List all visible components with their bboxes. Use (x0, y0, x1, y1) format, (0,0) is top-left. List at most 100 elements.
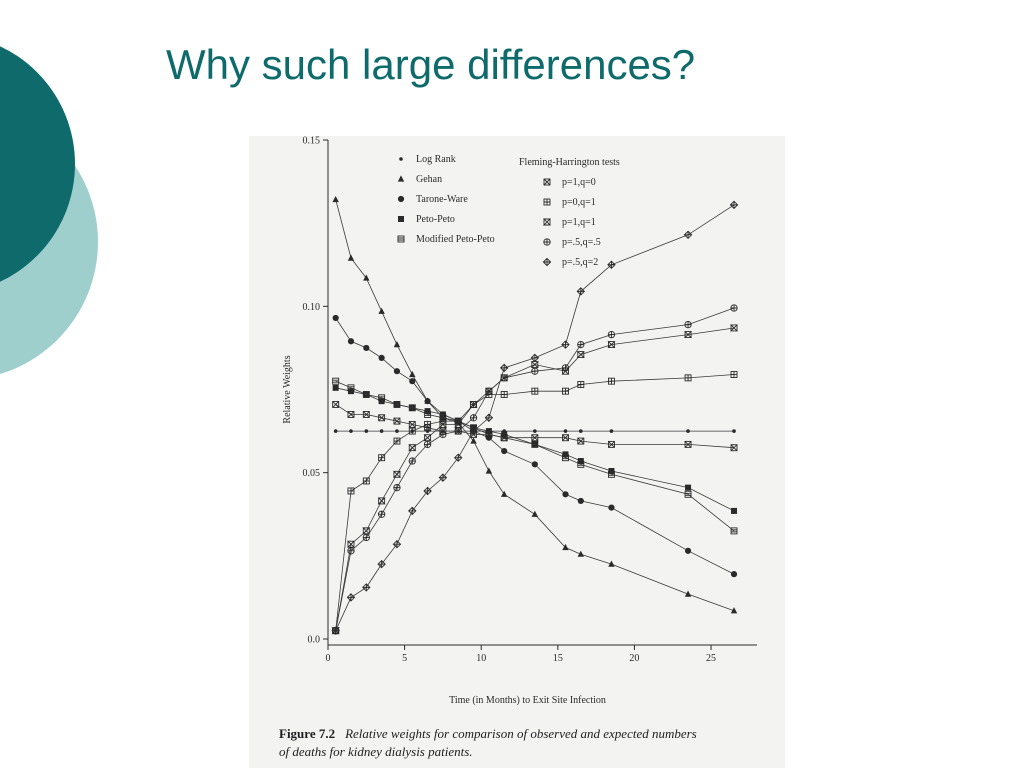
legend-label: p=.5,q=2 (562, 257, 598, 268)
data-point (730, 444, 738, 452)
data-point (730, 371, 738, 378)
data-point (609, 429, 614, 433)
data-point (531, 510, 539, 517)
legend-label: p=0,q=1 (562, 197, 596, 208)
data-point (561, 364, 570, 372)
data-point (500, 434, 508, 442)
data-point (332, 384, 339, 391)
legend-label: p=1,q=1 (562, 217, 596, 228)
data-point (485, 467, 493, 474)
data-point (378, 414, 386, 422)
legend-marker (542, 257, 552, 267)
data-point (683, 331, 693, 339)
series-line (335, 204, 735, 631)
x-axis-title: Time (in Months) to Exit Site Infection (449, 695, 606, 706)
data-point (364, 429, 369, 433)
data-point (530, 361, 539, 369)
series-4 (332, 377, 738, 535)
data-point (424, 420, 432, 428)
data-point (347, 254, 355, 261)
data-point (531, 367, 539, 375)
data-point (439, 430, 447, 439)
series-0 (333, 429, 736, 433)
data-point (576, 287, 586, 296)
legend-marker (397, 235, 405, 243)
data-point (730, 527, 738, 535)
series-line (335, 307, 735, 631)
data-point (424, 398, 431, 405)
data-point (577, 497, 584, 505)
data-point (731, 507, 738, 514)
data-point (362, 391, 370, 398)
data-point (332, 195, 339, 203)
data-point (729, 200, 739, 210)
data-point (363, 344, 370, 352)
data-point (333, 429, 338, 433)
data-point (363, 274, 370, 281)
legend-label: p=.5,q=.5 (562, 237, 601, 248)
data-point (531, 434, 539, 442)
data-point (485, 430, 493, 438)
data-point (454, 427, 462, 435)
data-point (469, 401, 478, 408)
data-point (577, 550, 585, 557)
legend-marker (543, 178, 551, 186)
data-point (395, 429, 399, 433)
data-point (684, 374, 692, 382)
legend-marker (397, 175, 405, 182)
x-tick-label: 20 (629, 653, 639, 664)
data-point (347, 487, 355, 495)
chart: 0.0 0.05 0.10 0.15 0 5 10 15 20 25 Time (in Months… (282, 136, 757, 706)
data-point (531, 440, 539, 448)
data-point (562, 434, 569, 442)
legend-marker (398, 216, 404, 222)
data-point (424, 411, 432, 418)
data-point (331, 626, 340, 635)
legend-marker (399, 157, 403, 161)
data-point (531, 387, 539, 395)
series-1 (332, 195, 738, 614)
legend-label: Tarone-Ware (416, 194, 468, 205)
data-point (454, 420, 463, 428)
data-point (362, 533, 370, 542)
data-point (332, 401, 340, 408)
data-point (377, 510, 386, 518)
data-point (732, 429, 736, 433)
data-point (562, 543, 569, 551)
figure-caption-line-1: Figure 7.2 Relative weights for compariso… (279, 726, 779, 742)
data-point (607, 470, 615, 478)
data-point (362, 411, 370, 418)
data-point (684, 440, 692, 448)
data-point (409, 370, 416, 378)
data-point (347, 338, 355, 345)
legend-marker (543, 238, 551, 246)
y-tick-label: 0.10 (303, 302, 321, 313)
data-point (500, 490, 508, 497)
data-point (607, 440, 615, 448)
x-tick-label: 10 (476, 653, 486, 664)
data-point (684, 490, 692, 498)
legend-label: Modified Peto-Peto (416, 234, 495, 245)
data-point (392, 539, 402, 549)
data-point (408, 427, 416, 435)
figure-caption-line-2: of deaths for kidney dialysis patients. (279, 744, 779, 760)
data-point (379, 429, 384, 433)
data-point (576, 351, 585, 359)
data-point (686, 429, 690, 433)
data-point (561, 340, 570, 349)
series-7 (331, 324, 739, 635)
data-point (562, 491, 569, 498)
data-point (393, 483, 401, 492)
legend-label: Peto-Peto (416, 214, 455, 225)
data-point (408, 457, 416, 465)
data-point (500, 391, 508, 398)
dark-teal-circle (0, 46, 75, 282)
data-point (393, 340, 401, 348)
data-point (378, 454, 386, 462)
data-point (607, 260, 616, 269)
data-point (393, 417, 401, 425)
data-point (469, 426, 478, 436)
data-point (423, 434, 432, 442)
data-point (393, 401, 401, 408)
y-tick-label: 0.15 (303, 136, 321, 147)
